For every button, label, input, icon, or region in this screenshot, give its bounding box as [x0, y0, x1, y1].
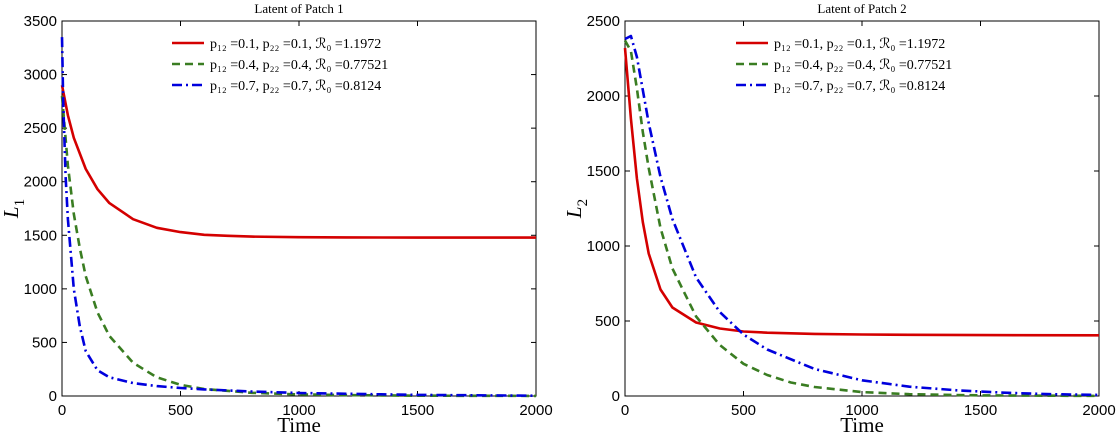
y-axis-label: L2	[562, 199, 591, 219]
y-tick-label: 1500	[24, 227, 57, 244]
x-tick-label: 500	[168, 402, 193, 419]
chart-panel-1: 0 500 1000 1500 2000 2500 3000 3500 0 500 1000 1500…	[0, 1, 553, 436]
x-tick-label: 2000	[1082, 402, 1115, 419]
legend-entry-2: p₁₂ =0.4, p₂₂ =0.4, ℛ₀ =0.77521	[774, 58, 952, 73]
y-tick-label: 500	[595, 313, 620, 330]
y-tick-label: 2500	[24, 120, 57, 137]
legend-entry-1: p₁₂ =0.1, p₂₂ =0.1, ℛ₀ =1.1972	[210, 37, 381, 52]
plot-frame	[61, 20, 537, 397]
x-axis-label: Time	[840, 413, 884, 436]
series-line-2	[623, 39, 1100, 398]
x-tick-label: 1500	[964, 402, 997, 419]
legend-entry-2: p₁₂ =0.4, p₂₂ =0.4, ℛ₀ =0.77521	[210, 58, 388, 73]
chart-panel-2: 0 500 1000 1500 2000 2500 0 500 1000 1500 2000 Late…	[562, 1, 1116, 436]
y-axis-label-subscript: 1	[12, 199, 28, 207]
series-line-2	[60, 95, 537, 398]
x-tick-label: 1500	[401, 402, 434, 419]
x-tick-label: 1000	[282, 402, 315, 419]
x-tick-label: 0	[58, 402, 66, 419]
y-tick-label: 3500	[24, 13, 57, 30]
y-tick-label: 0	[612, 388, 620, 405]
y-tick-label: 2000	[24, 174, 57, 191]
y-axis-label-main: L	[0, 206, 23, 219]
y-tick-label: 2000	[587, 88, 620, 105]
legend-entry-1: p₁₂ =0.1, p₂₂ =0.1, ℛ₀ =1.1972	[774, 37, 945, 52]
series-line-1	[60, 85, 536, 239]
y-tick-label: 1500	[587, 163, 620, 180]
y-tick-label: 1000	[24, 281, 57, 298]
x-tick-label: 0	[621, 402, 629, 419]
y-axis-label-main: L	[562, 206, 586, 219]
y-tick-label: 500	[32, 334, 57, 351]
legend-entry-3: p₁₂ =0.7, p₂₂ =0.7, ℛ₀ =0.8124	[210, 79, 381, 94]
chart-title: Latent of Patch 1	[254, 1, 343, 16]
x-tick-label: 1000	[845, 402, 878, 419]
plot-frame	[624, 20, 1100, 397]
series-line-3	[624, 34, 1100, 397]
y-axis-label: L1	[0, 199, 28, 219]
legend-entry-3: p₁₂ =0.7, p₂₂ =0.7, ℛ₀ =0.8124	[774, 79, 945, 94]
x-tick-label: 2000	[519, 402, 552, 419]
y-tick-label: 1000	[587, 238, 620, 255]
y-tick-label: 0	[49, 388, 57, 405]
x-tick-label: 500	[731, 402, 756, 419]
y-axis-label-subscript: 2	[575, 199, 591, 207]
series-line-1	[623, 47, 1100, 337]
y-tick-label: 3000	[24, 67, 57, 84]
y-tick-label: 2500	[587, 13, 620, 30]
series-line-3	[60, 37, 537, 397]
x-axis-label: Time	[277, 413, 321, 436]
chart-title: Latent of Patch 2	[817, 1, 906, 16]
